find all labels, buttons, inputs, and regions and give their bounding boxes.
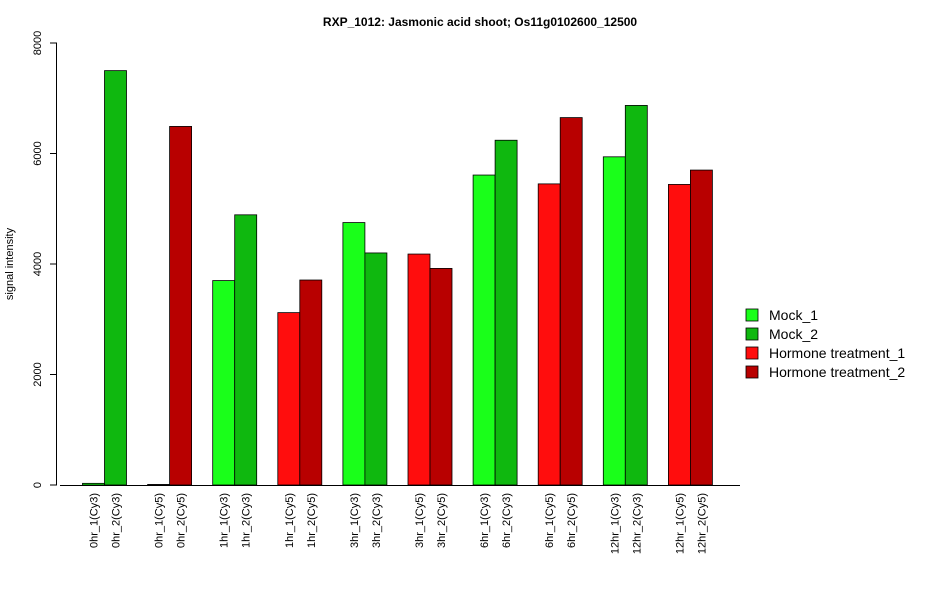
chart-title: RXP_1012: Jasmonic acid shoot; Os11g0102… xyxy=(323,15,638,29)
x-tick-label: 6hr_1(Cy3) xyxy=(479,493,491,548)
x-tick-label: 1hr_2(Cy3) xyxy=(241,493,253,548)
legend-swatch xyxy=(745,327,759,341)
x-tick-label: 3hr_2(Cy5) xyxy=(436,493,448,548)
x-tick-label: 12hr_1(Cy5) xyxy=(674,493,686,554)
bar-1hr_1(Cy3) xyxy=(212,280,236,486)
bar-1hr_2(Cy3) xyxy=(234,214,258,486)
bar-0hr_1(Cy3) xyxy=(82,482,105,486)
x-tick-label: 3hr_1(Cy5) xyxy=(414,493,426,548)
x-tick-label: 3hr_1(Cy3) xyxy=(349,493,361,548)
legend-swatch xyxy=(745,308,759,322)
bar-3hr_1(Cy5) xyxy=(407,253,431,486)
legend-label: Hormone treatment_2 xyxy=(769,364,905,380)
bar-12hr_2(Cy5) xyxy=(690,169,713,486)
x-tick-label: 1hr_1(Cy5) xyxy=(284,493,296,548)
x-tick-label: 6hr_1(Cy5) xyxy=(544,493,556,548)
x-tick-label: 0hr_2(Cy5) xyxy=(176,493,188,548)
bar-12hr_2(Cy3) xyxy=(624,105,648,486)
y-tick-label: 4000 xyxy=(32,252,44,276)
y-tick-label: 0 xyxy=(32,482,44,488)
bar-0hr_2(Cy5) xyxy=(169,126,193,486)
y-tick-label: 2000 xyxy=(32,362,44,386)
bar-6hr_2(Cy3) xyxy=(494,139,518,486)
bar-1hr_1(Cy5) xyxy=(277,312,301,486)
bar-0hr_2(Cy3) xyxy=(104,70,127,486)
legend-swatch xyxy=(745,365,759,379)
x-tick-label: 6hr_2(Cy5) xyxy=(566,493,578,548)
x-tick-label: 3hr_2(Cy3) xyxy=(371,493,383,548)
bar-6hr_1(Cy3) xyxy=(472,174,496,486)
y-tick-label: 8000 xyxy=(32,31,44,55)
x-tick-label: 12hr_2(Cy5) xyxy=(696,493,708,554)
bar-12hr_1(Cy5) xyxy=(668,184,691,486)
x-tick-label: 1hr_1(Cy3) xyxy=(219,493,231,548)
bar-6hr_1(Cy5) xyxy=(537,183,561,486)
bar-3hr_2(Cy3) xyxy=(364,252,388,486)
legend-label: Mock_1 xyxy=(769,307,818,323)
y-tick-label: 6000 xyxy=(32,141,44,165)
x-tick-label: 12hr_1(Cy3) xyxy=(609,493,621,554)
y-axis-label: signal intensity xyxy=(4,227,16,300)
x-tick-label: 0hr_1(Cy5) xyxy=(154,493,166,548)
x-tick-label: 12hr_2(Cy3) xyxy=(631,493,643,554)
x-tick-label: 6hr_2(Cy3) xyxy=(501,493,513,548)
x-tick-label: 0hr_1(Cy3) xyxy=(89,493,101,548)
bar-0hr_1(Cy5) xyxy=(147,484,171,486)
bar-3hr_1(Cy3) xyxy=(342,222,366,486)
bar-6hr_2(Cy5) xyxy=(559,117,583,486)
legend-label: Hormone treatment_1 xyxy=(769,345,905,361)
bar-1hr_2(Cy5) xyxy=(299,279,323,486)
legend-swatch xyxy=(745,346,759,360)
bar-12hr_1(Cy3) xyxy=(602,156,626,486)
x-tick-label: 1hr_2(Cy5) xyxy=(306,493,318,548)
legend-label: Mock_2 xyxy=(769,326,818,342)
bar-3hr_2(Cy5) xyxy=(429,268,453,486)
x-tick-label: 0hr_2(Cy3) xyxy=(111,493,123,548)
